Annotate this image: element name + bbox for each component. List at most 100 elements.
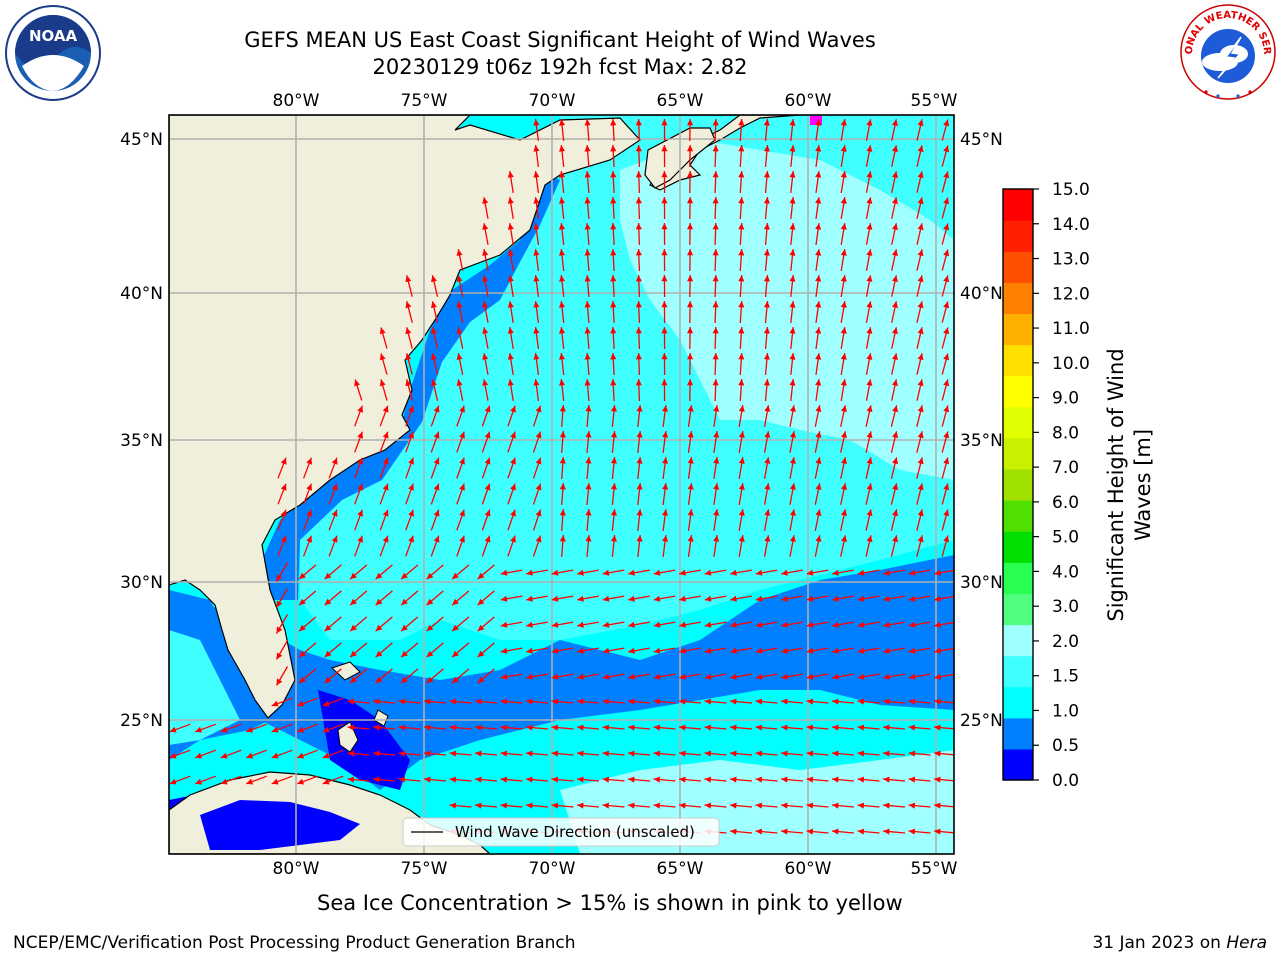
- wind-arrow-head: [551, 776, 559, 783]
- wind-arrow-head: [482, 327, 489, 334]
- wind-arrow-head: [299, 624, 306, 632]
- wind-arrow-head: [500, 724, 508, 731]
- wind-arrow-head: [857, 569, 865, 576]
- wind-arrow-head: [789, 379, 796, 386]
- wind-arrow-head: [866, 379, 873, 386]
- wind-arrow-head: [280, 535, 287, 543]
- wind-arrow-head: [789, 301, 796, 308]
- wind-arrow-head: [738, 223, 745, 230]
- wind-arrow-head: [917, 509, 924, 517]
- wind-arrow-head: [704, 647, 712, 654]
- wind-arrow-head: [943, 249, 950, 257]
- wind-arrow-head: [763, 249, 770, 256]
- wind-arrow-head: [738, 275, 745, 282]
- wind-arrow-head: [398, 698, 406, 705]
- wind-arrow-head: [398, 776, 406, 783]
- wind-arrow-head: [195, 778, 203, 785]
- wind-arrow-head: [535, 509, 542, 517]
- wind-arrow-head: [324, 598, 332, 606]
- wind-arrow-head: [628, 595, 635, 602]
- wind-arrow-head: [840, 249, 847, 256]
- wind-arrow-head: [195, 726, 203, 733]
- wind-arrow-head: [704, 621, 712, 628]
- wind-arrow-head: [789, 457, 796, 464]
- wind-arrow-head: [755, 673, 763, 680]
- land-cuba-inner: [200, 800, 360, 850]
- colorbar-tick-label: 3.0: [1052, 597, 1079, 617]
- wind-arrow-head: [475, 776, 482, 783]
- wind-arrow-head: [883, 569, 890, 576]
- wind-arrow-head: [577, 595, 584, 602]
- wind-arrow-head: [482, 275, 489, 282]
- wind-arrow-head: [482, 197, 489, 204]
- wind-arrow-head: [220, 778, 228, 785]
- lon-label: 75°W: [401, 859, 448, 879]
- wind-arrow-head: [280, 509, 287, 517]
- wind-arrow-head: [908, 750, 916, 757]
- wind-arrow-head: [815, 379, 822, 386]
- wind-arrow-head: [452, 676, 459, 684]
- wind-arrow-head: [908, 828, 916, 835]
- wind-arrow-head: [408, 509, 414, 517]
- wind-arrow-head: [917, 535, 924, 543]
- wind-arrow-head: [781, 673, 788, 680]
- wind-arrow-head: [704, 569, 712, 576]
- wind-arrow-head: [815, 145, 822, 152]
- wind-arrow-head: [559, 379, 565, 386]
- wind-arrow-head: [324, 650, 332, 658]
- wind-arrow-head: [892, 379, 898, 386]
- wind-arrow-head: [169, 752, 177, 759]
- wind-arrow-head: [477, 572, 485, 580]
- wind-arrow-head: [764, 431, 771, 438]
- wind-arrow-head: [559, 431, 566, 438]
- wind-arrow-head: [424, 698, 431, 705]
- wind-arrow-head: [687, 431, 694, 438]
- wind-arrow-head: [347, 750, 355, 757]
- wind-arrow-head: [276, 600, 283, 608]
- wind-arrow-head: [866, 223, 873, 230]
- wind-arrow-head: [297, 726, 305, 733]
- wind-arrow-head: [324, 676, 332, 684]
- wind-arrow-head: [373, 750, 380, 757]
- wind-arrow-head: [840, 275, 847, 282]
- wind-arrow-head: [934, 698, 941, 705]
- wind-arrow-head: [559, 327, 565, 334]
- wind-arrow-head: [584, 353, 591, 360]
- wave-band-0.0-0.5: [318, 690, 410, 790]
- wind-arrow-head: [405, 327, 412, 335]
- wind-arrow-head: [653, 750, 661, 757]
- wind-arrow-head: [943, 327, 950, 335]
- wind-arrow-head: [661, 249, 668, 256]
- wind-arrow-head: [679, 750, 686, 757]
- wind-arrow-head: [299, 598, 306, 606]
- wind-arrow-head: [661, 197, 668, 204]
- wind-arrow-head: [456, 275, 463, 282]
- wind-arrow-head: [559, 457, 566, 464]
- wind-arrow-head: [507, 249, 514, 256]
- wind-arrow-head: [535, 535, 542, 543]
- wind-arrow-head: [484, 431, 491, 439]
- lat-labels-right: 45°N 40°N 35°N 30°N 25°N: [960, 130, 1003, 731]
- wind-arrow-head: [297, 752, 305, 759]
- wind-arrow-head: [610, 171, 617, 178]
- colorbar-segment: [1003, 189, 1033, 221]
- wind-arrow-head: [815, 353, 822, 360]
- wind-arrow-head: [815, 535, 822, 542]
- wind-arrow-head: [934, 647, 941, 654]
- wind-arrow-head: [459, 457, 465, 465]
- wind-arrow-head: [636, 405, 643, 412]
- noaa-logo: NOAA: [5, 5, 101, 101]
- wind-arrow-head: [892, 405, 899, 413]
- lat-label: 30°N: [120, 573, 163, 593]
- wind-arrow-head: [883, 828, 890, 835]
- wind-arrow-head: [533, 275, 540, 282]
- wind-arrow-head: [602, 724, 610, 731]
- wind-arrow-head: [610, 145, 617, 152]
- wind-arrow-head: [730, 776, 737, 783]
- wind-arrow-head: [559, 249, 565, 256]
- wind-arrow-head: [533, 119, 540, 126]
- wind-arrow-head: [687, 353, 694, 360]
- wind-arrow-head: [373, 724, 380, 731]
- wind-arrow-head: [535, 405, 542, 413]
- wind-arrow-head: [866, 275, 873, 282]
